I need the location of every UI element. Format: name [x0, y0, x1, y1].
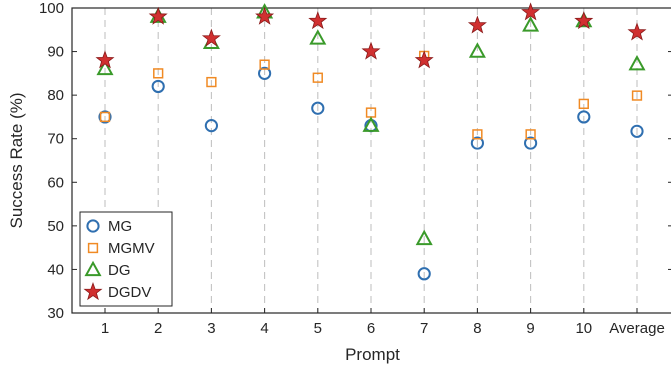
legend-label-dgdv: DGDV — [108, 284, 151, 301]
mg-point-2 — [151, 79, 165, 94]
legend-label-mgmv: MGMV — [108, 240, 155, 257]
dg-point-5 — [309, 29, 327, 45]
dgdv-point-4 — [255, 6, 275, 25]
dgdv-point-10 — [574, 11, 594, 30]
mg-point-7 — [417, 267, 431, 281]
dg-point-1 — [96, 59, 114, 76]
legend-marker-dgdv — [83, 282, 103, 301]
dgdv-point-8 — [467, 15, 487, 34]
dgdv-point-3 — [201, 28, 221, 47]
y-tick-label: 40 — [47, 261, 64, 278]
x-tick-label: 8 — [473, 320, 481, 337]
y-tick-label: 100 — [39, 0, 64, 17]
mg-point-9 — [524, 136, 538, 150]
dg-point-9 — [522, 16, 540, 32]
x-tick-label: 10 — [575, 320, 592, 337]
dg-point-7 — [415, 229, 433, 246]
mg-point-8 — [470, 136, 484, 150]
legend-marker-mg — [86, 219, 100, 233]
y-tick-label: 30 — [47, 305, 64, 322]
x-tick-label: 5 — [314, 320, 322, 337]
plot-frame — [71, 7, 671, 314]
mgmv-point-10 — [578, 98, 589, 110]
dgdv-point-5 — [308, 11, 328, 30]
mg-point-5 — [311, 101, 325, 115]
data-marks — [95, 2, 647, 281]
mgmv-point-2 — [153, 68, 164, 79]
dg-point-8 — [468, 42, 486, 58]
legend-marker-dg — [84, 260, 102, 277]
dgdv-point-7 — [414, 50, 434, 69]
dgdv-point-Average — [627, 22, 647, 41]
x-tick-label: 2 — [154, 320, 162, 337]
dg-point-6 — [362, 116, 380, 132]
mg-point-1 — [98, 110, 112, 124]
legend-label-dg: DG — [108, 262, 131, 279]
y-tick-label: 90 — [47, 44, 64, 61]
y-tick-label: 50 — [47, 218, 64, 235]
x-tick-label: 6 — [367, 320, 375, 337]
y-axis-label: Success Rate (%) — [7, 92, 26, 228]
x-tick-label: Average — [609, 320, 665, 337]
legend: MG MGMV DG DGDV — [79, 211, 173, 307]
mg-point-10 — [577, 110, 591, 124]
mgmv-point-4 — [259, 59, 270, 70]
mg-point-3 — [204, 119, 218, 133]
dgdv-point-6 — [361, 41, 381, 60]
mg-point-4 — [258, 66, 272, 80]
dgdv-point-9 — [521, 2, 541, 21]
mgmv-point-9 — [525, 129, 536, 140]
dgdv-point-1 — [95, 50, 115, 69]
mgmv-point-3 — [206, 76, 217, 88]
x-tick-label: 9 — [526, 320, 534, 337]
mgmv-point-Average — [631, 90, 643, 101]
y-tick-label: 70 — [47, 131, 64, 148]
dg-point-Average — [628, 54, 646, 71]
mg-point-Average — [630, 124, 644, 138]
mgmv-point-5 — [312, 72, 323, 83]
x-tick-label: 7 — [420, 320, 428, 337]
x-tick-label: 3 — [207, 320, 215, 337]
y-tick-label: 60 — [47, 174, 64, 191]
x-axis-label: Prompt — [345, 345, 400, 364]
y-tick-label: 80 — [47, 87, 64, 104]
legend-marker-mgmv — [87, 242, 99, 254]
x-tick-label: 1 — [101, 320, 109, 337]
mgmv-point-8 — [472, 129, 483, 140]
x-tick-label: 4 — [260, 320, 268, 337]
axes: 1 2 3 4 5 6 7 8 9 10 Average 30 40 50 60 70 80 90 100 — [39, 0, 671, 337]
mgmv-point-1 — [99, 111, 111, 123]
legend-label-mg: MG — [108, 218, 132, 235]
dgdv-point-2 — [148, 6, 168, 25]
